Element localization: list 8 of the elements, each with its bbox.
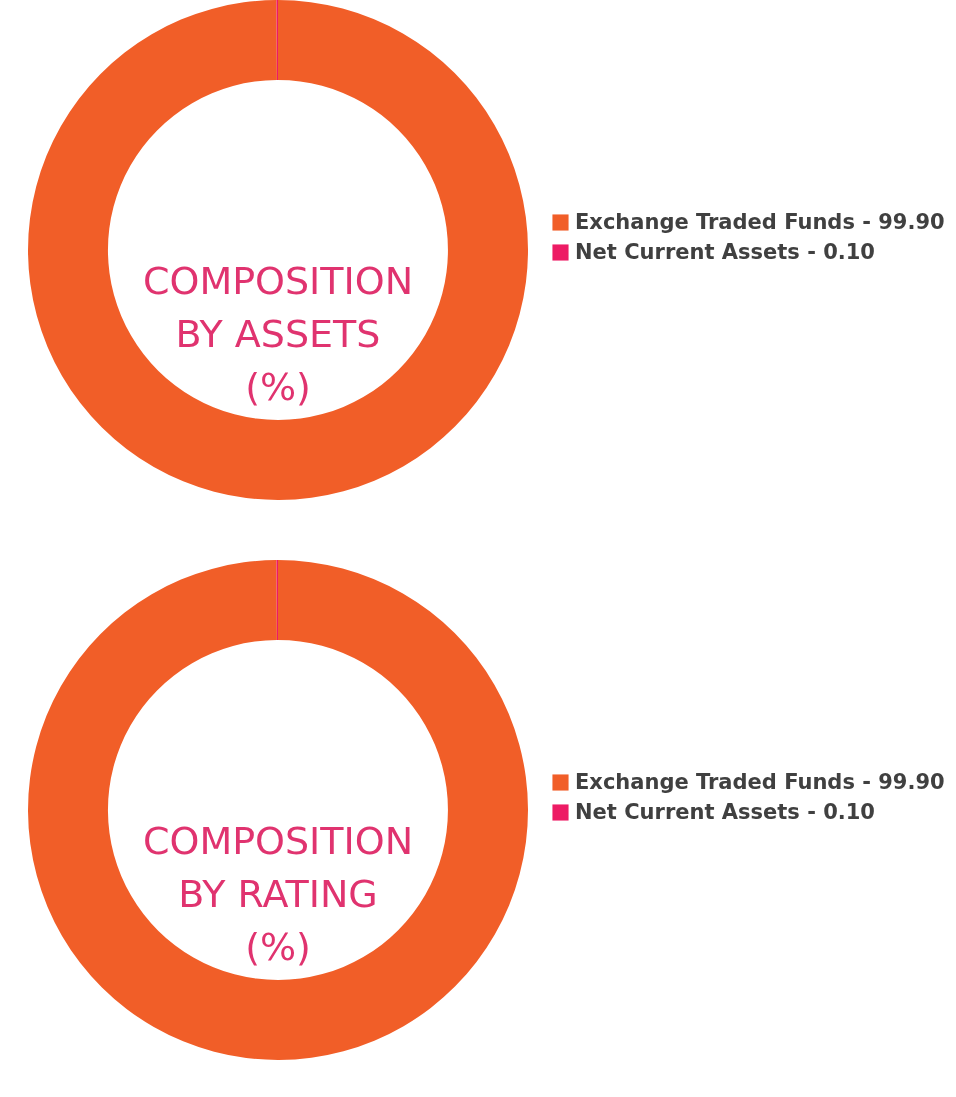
- legend-label: Net Current Assets - 0.10: [575, 799, 875, 824]
- text: COMPOSITION BY RATING (%): [142, 819, 414, 969]
- donut-slice: [28, 0, 528, 500]
- text: COMPOSITION BY ASSETS (%): [142, 259, 414, 409]
- legend-label: Net Current Assets - 0.10: [575, 239, 875, 264]
- donut-slice: [28, 560, 528, 1060]
- legend-label: Exchange Traded Funds - 99.90: [575, 769, 945, 794]
- legend-label: Exchange Traded Funds - 99.90: [575, 209, 945, 234]
